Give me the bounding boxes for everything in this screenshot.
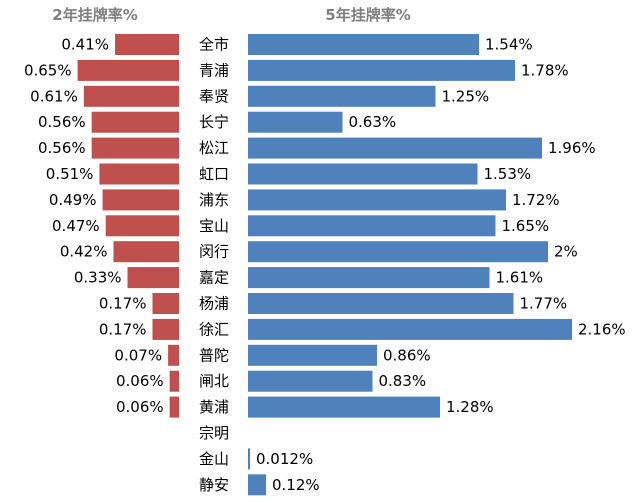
category-label: 静安 (199, 476, 229, 494)
left-value-label: 0.17% (99, 295, 147, 313)
category-label: 奉贤 (199, 87, 229, 105)
right-bar (248, 85, 436, 107)
category-label: 徐汇 (199, 320, 229, 338)
right-value-label: 0.63% (349, 113, 397, 131)
right-value-label: 0.12% (272, 476, 320, 494)
right-bar (248, 396, 440, 418)
category-label: 青浦 (199, 61, 229, 79)
right-value-label: 2% (554, 243, 578, 261)
right-bar (248, 267, 490, 289)
left-bar (127, 267, 179, 289)
right-bar (248, 344, 377, 366)
left-value-label: 0.65% (24, 61, 72, 79)
right-value-label: 1.54% (485, 36, 533, 54)
right-bar (248, 293, 514, 314)
left-bar (91, 111, 179, 133)
left-value-label: 0.51% (46, 165, 94, 183)
category-label: 闵行 (199, 243, 229, 261)
category-label: 嘉定 (199, 269, 229, 287)
category-label: 普陀 (199, 346, 229, 364)
left-value-label: 0.61% (30, 87, 78, 105)
right-bar (248, 448, 250, 470)
category-label: 宗明 (199, 424, 229, 442)
right-bar (248, 59, 515, 81)
right-value-label: 1.61% (496, 269, 544, 287)
right-value-label: 0.012% (256, 450, 313, 468)
category-label: 松江 (199, 139, 229, 157)
left-value-label: 0.17% (99, 320, 147, 338)
right-bar (248, 189, 506, 211)
category-label: 浦东 (199, 191, 229, 209)
category-label: 黄浦 (199, 398, 229, 416)
right-bar (248, 34, 479, 55)
left-bar (152, 318, 179, 340)
left-value-label: 0.56% (38, 139, 86, 157)
right-value-label: 2.16% (578, 320, 626, 338)
right-bar (248, 111, 343, 133)
right-bar (248, 474, 266, 496)
right-value-label: 1.53% (484, 165, 532, 183)
right-bar (248, 241, 548, 263)
left-bar (102, 189, 179, 211)
left-bar (83, 85, 179, 107)
left-value-label: 0.49% (49, 191, 97, 209)
left-bar (113, 241, 179, 263)
right-bar (248, 318, 572, 340)
left-bar (105, 215, 179, 237)
left-value-label: 0.47% (52, 217, 100, 235)
category-label: 虹口 (199, 165, 229, 183)
left-bar (169, 396, 179, 418)
right-value-label: 1.72% (512, 191, 560, 209)
left-value-label: 0.41% (61, 36, 109, 54)
left-value-label: 0.06% (116, 372, 164, 390)
left-bar (91, 137, 179, 159)
left-value-label: 0.56% (38, 113, 86, 131)
right-value-label: 1.77% (520, 295, 568, 313)
category-label: 杨浦 (199, 295, 229, 313)
left-value-label: 0.42% (60, 243, 108, 261)
right-chart-title: 5年挂牌率% (325, 6, 410, 24)
category-label: 闸北 (199, 372, 229, 390)
category-label: 宝山 (199, 217, 229, 235)
left-bar (115, 34, 179, 55)
right-bar (248, 215, 496, 237)
right-value-label: 1.25% (442, 87, 490, 105)
right-value-label: 1.28% (446, 398, 494, 416)
left-bar (99, 163, 179, 185)
left-value-label: 0.07% (114, 346, 162, 364)
chart-titles: 2年挂牌率% 5年挂牌率% (52, 6, 410, 24)
right-bar (248, 370, 373, 392)
right-bar (248, 163, 478, 185)
category-label: 长宁 (199, 113, 229, 131)
right-value-label: 1.96% (548, 139, 596, 157)
left-bar (169, 370, 179, 392)
right-value-label: 1.78% (521, 61, 569, 79)
left-bar (168, 344, 179, 366)
left-bar (152, 293, 179, 314)
right-bar-series: 1.54% 1.78% 1.25% 0.63% 1.96% 1.53% 1.72% 1.65%… (248, 34, 626, 496)
category-label: 金山 (199, 450, 229, 468)
left-value-label: 0.33% (74, 269, 122, 287)
right-value-label: 0.86% (383, 346, 431, 364)
right-bar (248, 137, 542, 159)
right-value-label: 0.83% (379, 372, 427, 390)
right-value-label: 1.65% (502, 217, 550, 235)
left-bar-series: 0.41% 0.65% 0.61% 0.56% 0.56% 0.51% 0.49% 0.47%… (24, 34, 179, 418)
left-value-label: 0.06% (116, 398, 164, 416)
left-chart-title: 2年挂牌率% (52, 6, 137, 24)
category-label: 全市 (199, 36, 229, 54)
left-bar (77, 59, 179, 81)
